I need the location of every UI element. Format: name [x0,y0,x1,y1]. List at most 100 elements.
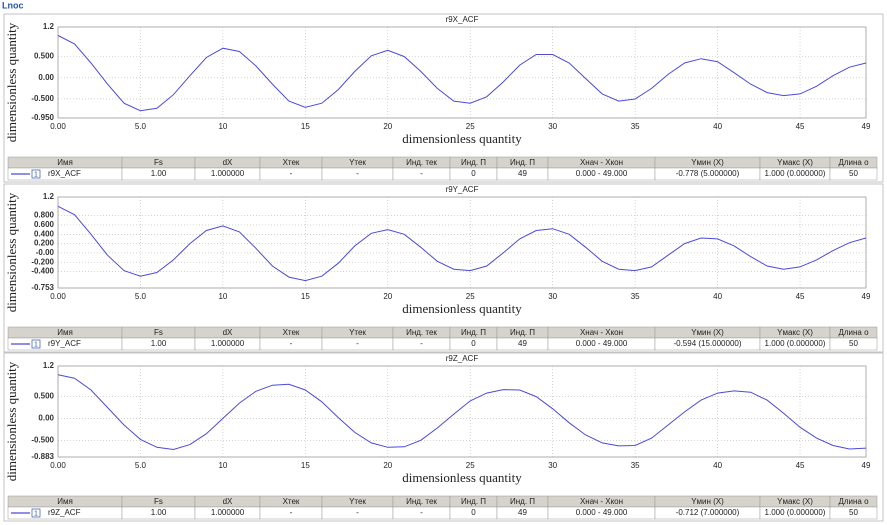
table-header: Fs [154,328,163,337]
table-value: - [290,169,293,178]
table-value: 49 [518,169,527,178]
table-header: Длина о [838,158,869,167]
table-header: Инд. тек [406,158,437,167]
x-tick-label: 10 [218,122,227,131]
table-header: Xнач - Xкон [580,328,623,337]
table-value: 0.000 - 49.000 [576,339,628,348]
acf-line [57,374,867,451]
table-header: Fs [154,497,163,506]
y-tick-label: -0.400 [31,267,54,276]
x-tick-label: 30 [548,122,557,131]
acf-line [57,35,867,112]
table-value: 50 [849,169,858,178]
x-tick-label: 35 [631,461,640,470]
table-value: -0.712 (7.000000) [676,508,740,517]
y-tick-label: 0.800 [34,211,55,220]
table-header: Yмакс (X) [777,497,813,506]
table-value: - [290,508,293,517]
table-value: 49 [518,339,527,348]
y-tick-label: 0.00 [38,414,54,423]
x-tick-label: 10 [218,292,227,301]
x-tick-label: 20 [383,292,392,301]
table-header: Xнач - Xкон [580,497,623,506]
table-header: dX [223,158,233,167]
table-header: Инд. П [461,497,486,506]
y-tick-label: -0.200 [31,257,54,266]
table-value: 0 [471,339,476,348]
table-header: Yмин (X) [691,328,724,337]
y-tick-label: -0.753 [31,283,54,292]
table-header: Инд. тек [406,328,437,337]
table-value: 1.00 [151,508,167,517]
table-value: 1.000000 [211,508,245,517]
table-value: -0.594 (15.000000) [673,339,741,348]
y-tick-label: 0.200 [34,239,55,248]
table-value: 49 [518,508,527,517]
table-value: - [356,169,359,178]
table-header: Длина о [838,497,869,506]
table-header: Инд. П [510,158,535,167]
table-header: Инд. П [510,328,535,337]
x-tick-label: 10 [218,461,227,470]
table-header: dX [223,328,233,337]
table-header: Имя [57,328,73,337]
y-tick-label: 0.400 [34,229,55,238]
acf-line [57,205,867,282]
y-tick-label: 0.00 [38,73,54,82]
x-tick-label: 45 [796,292,805,301]
table-header: Длина о [838,328,869,337]
table-header: Yмакс (X) [777,328,813,337]
badge: 1 [34,510,38,517]
badge-box [31,339,41,349]
x-tick-label: 40 [713,461,722,470]
badge: 1 [34,171,38,178]
table-value: - [420,169,423,178]
x-tick-label: 49 [862,461,871,470]
table-cell[interactable] [829,506,878,520]
table-value: 0 [471,169,476,178]
x-tick-label: 5.0 [135,461,147,470]
table-value: - [420,339,423,348]
table-cell[interactable] [829,167,878,181]
table-header: Yтек [349,328,366,337]
badge-box [31,169,41,179]
table-value: 1.000000 [211,169,245,178]
table-value: -0.778 (5.000000) [676,169,740,178]
plot-area [57,365,867,458]
table-value: - [356,339,359,348]
table-value: r9Z_ACF [48,508,81,517]
table-header: Инд. тек [406,497,437,506]
table-cell[interactable] [829,337,878,351]
table-value: 50 [849,508,858,517]
badge-box [31,508,41,518]
x-tick-label: 0.00 [50,461,66,470]
y-axis-label: dimensionless quantity [4,192,19,312]
table-value: 1.000 (0.000000) [765,508,826,517]
x-tick-label: 35 [631,292,640,301]
x-tick-label: 15 [301,461,310,470]
x-tick-label: 20 [383,461,392,470]
y-tick-label: -0.00 [36,248,55,257]
table-header: Инд. П [461,328,486,337]
x-axis-label: dimensionless quantity [402,131,522,146]
table-value: r9X_ACF [48,169,81,178]
table-value: - [356,508,359,517]
table-value: - [420,508,423,517]
table-value: 0.000 - 49.000 [576,169,628,178]
x-tick-label: 49 [862,122,871,131]
x-tick-label: 15 [301,292,310,301]
table-header: Xтек [283,158,300,167]
x-tick-label: 30 [548,461,557,470]
window-title: Lnoc [2,0,24,10]
plot-area [57,196,867,289]
y-tick-label: -0.950 [31,113,54,122]
y-tick-label: 0.600 [34,220,55,229]
x-tick-label: 25 [466,122,475,131]
y-axis-label: dimensionless quantity [4,22,19,142]
x-axis-label: dimensionless quantity [402,470,522,485]
x-tick-label: 25 [466,292,475,301]
table-value: 50 [849,339,858,348]
x-tick-label: 40 [713,122,722,131]
chart-title: r9X_ACF [446,15,479,24]
